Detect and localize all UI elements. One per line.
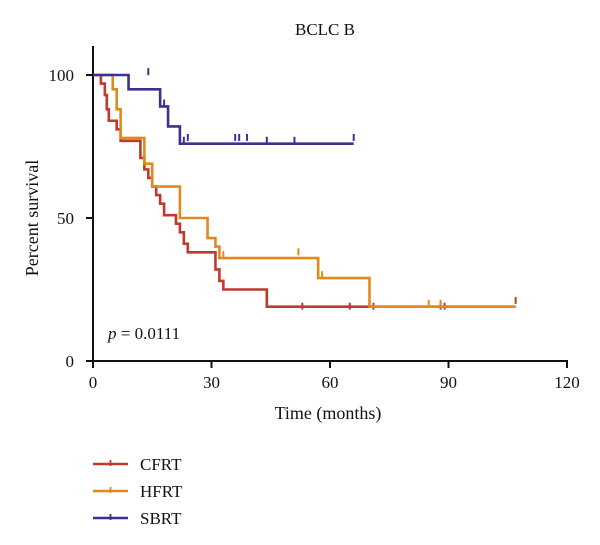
p-value-text: = 0.0111 <box>117 324 181 343</box>
x-axis-title: Time (months) <box>275 403 382 424</box>
x-tick-label: 120 <box>554 373 580 392</box>
series-layer <box>93 68 517 310</box>
y-axis-title: Percent survival <box>22 160 42 276</box>
legend-label-hfrt: HFRT <box>140 482 183 501</box>
series-line-cfrt <box>93 73 516 308</box>
chart-title: BCLC B <box>295 20 355 39</box>
legend-label-sbrt: SBRT <box>140 509 182 528</box>
y-tick-label: 0 <box>66 352 75 371</box>
ticks <box>86 74 568 368</box>
x-tick-label: 60 <box>322 373 339 392</box>
x-tick-label: 90 <box>440 373 457 392</box>
p-value-symbol: p <box>107 324 117 343</box>
y-tick-label: 50 <box>57 209 74 228</box>
legend-label-cfrt: CFRT <box>140 455 182 474</box>
y-tick-label: 100 <box>49 66 75 85</box>
series-line-sbrt <box>93 73 354 145</box>
tick-labels: 0 30 60 90 120 0 50 100 <box>49 66 580 392</box>
legend: CFRT HFRT SBRT <box>93 455 183 528</box>
x-tick-label: 30 <box>203 373 220 392</box>
p-value-annotation: p = 0.0111 <box>107 324 180 343</box>
series-line-hfrt <box>93 73 516 308</box>
x-tick-label: 0 <box>89 373 98 392</box>
